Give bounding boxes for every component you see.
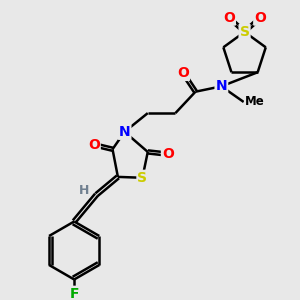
Text: N: N bbox=[119, 125, 130, 139]
Text: F: F bbox=[69, 287, 79, 300]
Text: O: O bbox=[223, 11, 235, 25]
Text: O: O bbox=[88, 138, 100, 152]
Text: S: S bbox=[240, 25, 250, 39]
Text: N: N bbox=[216, 79, 227, 93]
Text: S: S bbox=[137, 171, 147, 185]
Text: O: O bbox=[177, 66, 189, 80]
Text: H: H bbox=[79, 184, 89, 197]
Text: O: O bbox=[162, 147, 174, 161]
Text: O: O bbox=[254, 11, 266, 25]
Text: Me: Me bbox=[244, 95, 264, 108]
